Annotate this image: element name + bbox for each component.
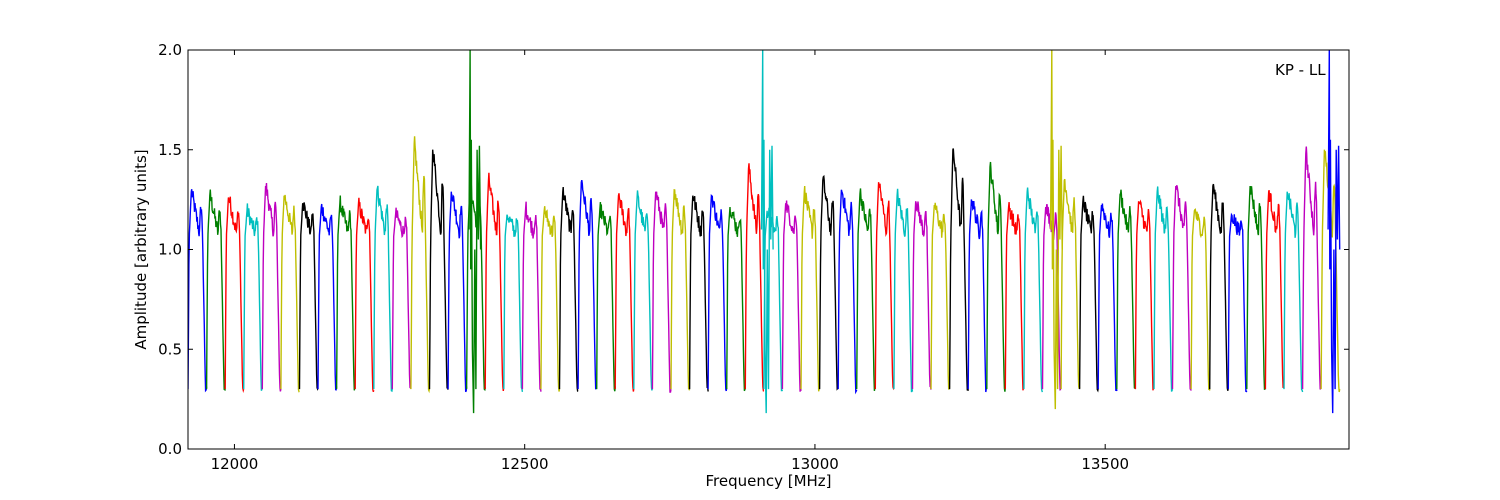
channel-line: [874, 182, 895, 391]
channel-line: [1116, 189, 1137, 390]
channel-line: [1283, 191, 1304, 393]
channel-line: [670, 188, 691, 391]
channel-line: [893, 188, 914, 393]
x-tick-label: 12000: [211, 455, 259, 473]
channel-line: [1004, 202, 1025, 391]
channel-line: [261, 182, 282, 392]
channel-line: [818, 174, 839, 391]
channel-line: [986, 161, 1006, 392]
channel-line: [596, 201, 616, 392]
rfi-spike-line: [1049, 50, 1063, 410]
channel-line: [391, 207, 412, 390]
channel-line: [651, 191, 672, 393]
channel-line: [1171, 185, 1192, 391]
channel-line: [205, 189, 226, 391]
y-axis-label: Amplitude [arbitrary units]: [132, 149, 150, 349]
channel-line: [614, 193, 635, 392]
channel-line: [1060, 178, 1081, 390]
axes-frame: [187, 49, 1350, 450]
x-tick-label: 13000: [791, 455, 839, 473]
channel-line: [744, 163, 765, 392]
channel-line: [688, 195, 709, 392]
channel-line: [1246, 185, 1267, 390]
channel-line: [503, 214, 524, 393]
channel-line: [1153, 186, 1174, 392]
channel-line: [410, 136, 431, 394]
y-tick-label: 0.5: [158, 340, 182, 358]
plot-lines: [188, 50, 1341, 414]
channel-line: [1134, 199, 1155, 391]
channel-line: [781, 200, 802, 392]
x-tick-label: 13500: [1081, 455, 1129, 473]
channel-line: [1208, 183, 1229, 391]
baseline-annotation: KP - LL: [1275, 61, 1326, 79]
channel-line: [707, 193, 728, 392]
channel-line: [484, 172, 505, 391]
rfi-spike-line: [468, 50, 482, 414]
channel-line: [298, 202, 319, 391]
channel-line: [633, 190, 654, 391]
channel-line: [521, 201, 542, 392]
channel-line: [280, 194, 300, 393]
channel-line: [1078, 195, 1099, 393]
channel-line: [967, 199, 988, 393]
channel-line: [1097, 203, 1118, 392]
channel-line: [1023, 187, 1044, 393]
channel-line: [373, 185, 393, 393]
channel-line: [800, 185, 820, 392]
y-tick-label: 2.0: [158, 41, 182, 59]
rfi-spike-line: [1327, 50, 1341, 414]
channel-line: [1264, 190, 1285, 390]
channel-line: [243, 203, 263, 391]
channel-line: [447, 191, 468, 393]
channel-line: [1301, 146, 1322, 390]
channel-line: [354, 197, 375, 393]
channel-line: [1190, 208, 1211, 391]
ticks: 12000 12500 13000 13500 0.0 0.5 1.0 1.5 2.0: [158, 41, 1349, 473]
channel-line: [428, 149, 449, 390]
channel-line: [317, 203, 338, 391]
channel-line: [1227, 212, 1248, 393]
channel-line: [911, 201, 932, 390]
channel-line: [335, 195, 356, 391]
channel-line: [224, 196, 245, 393]
channel-line: [930, 202, 951, 390]
y-tick-label: 0.0: [158, 440, 182, 458]
rfi-spike-line: [760, 50, 774, 414]
x-tick-label: 12500: [501, 455, 549, 473]
channel-line: [558, 186, 579, 392]
channel-line: [856, 188, 876, 391]
x-axis-label: Frequency [MHz]: [705, 472, 831, 490]
channel-line: [948, 148, 969, 391]
y-tick-label: 1.5: [158, 141, 182, 159]
channel-line: [837, 189, 858, 395]
channel-line: [577, 179, 597, 390]
y-tick-label: 1.0: [158, 241, 182, 259]
channel-line: [188, 189, 208, 393]
channel-line: [540, 206, 561, 392]
channel-line: [726, 206, 746, 392]
